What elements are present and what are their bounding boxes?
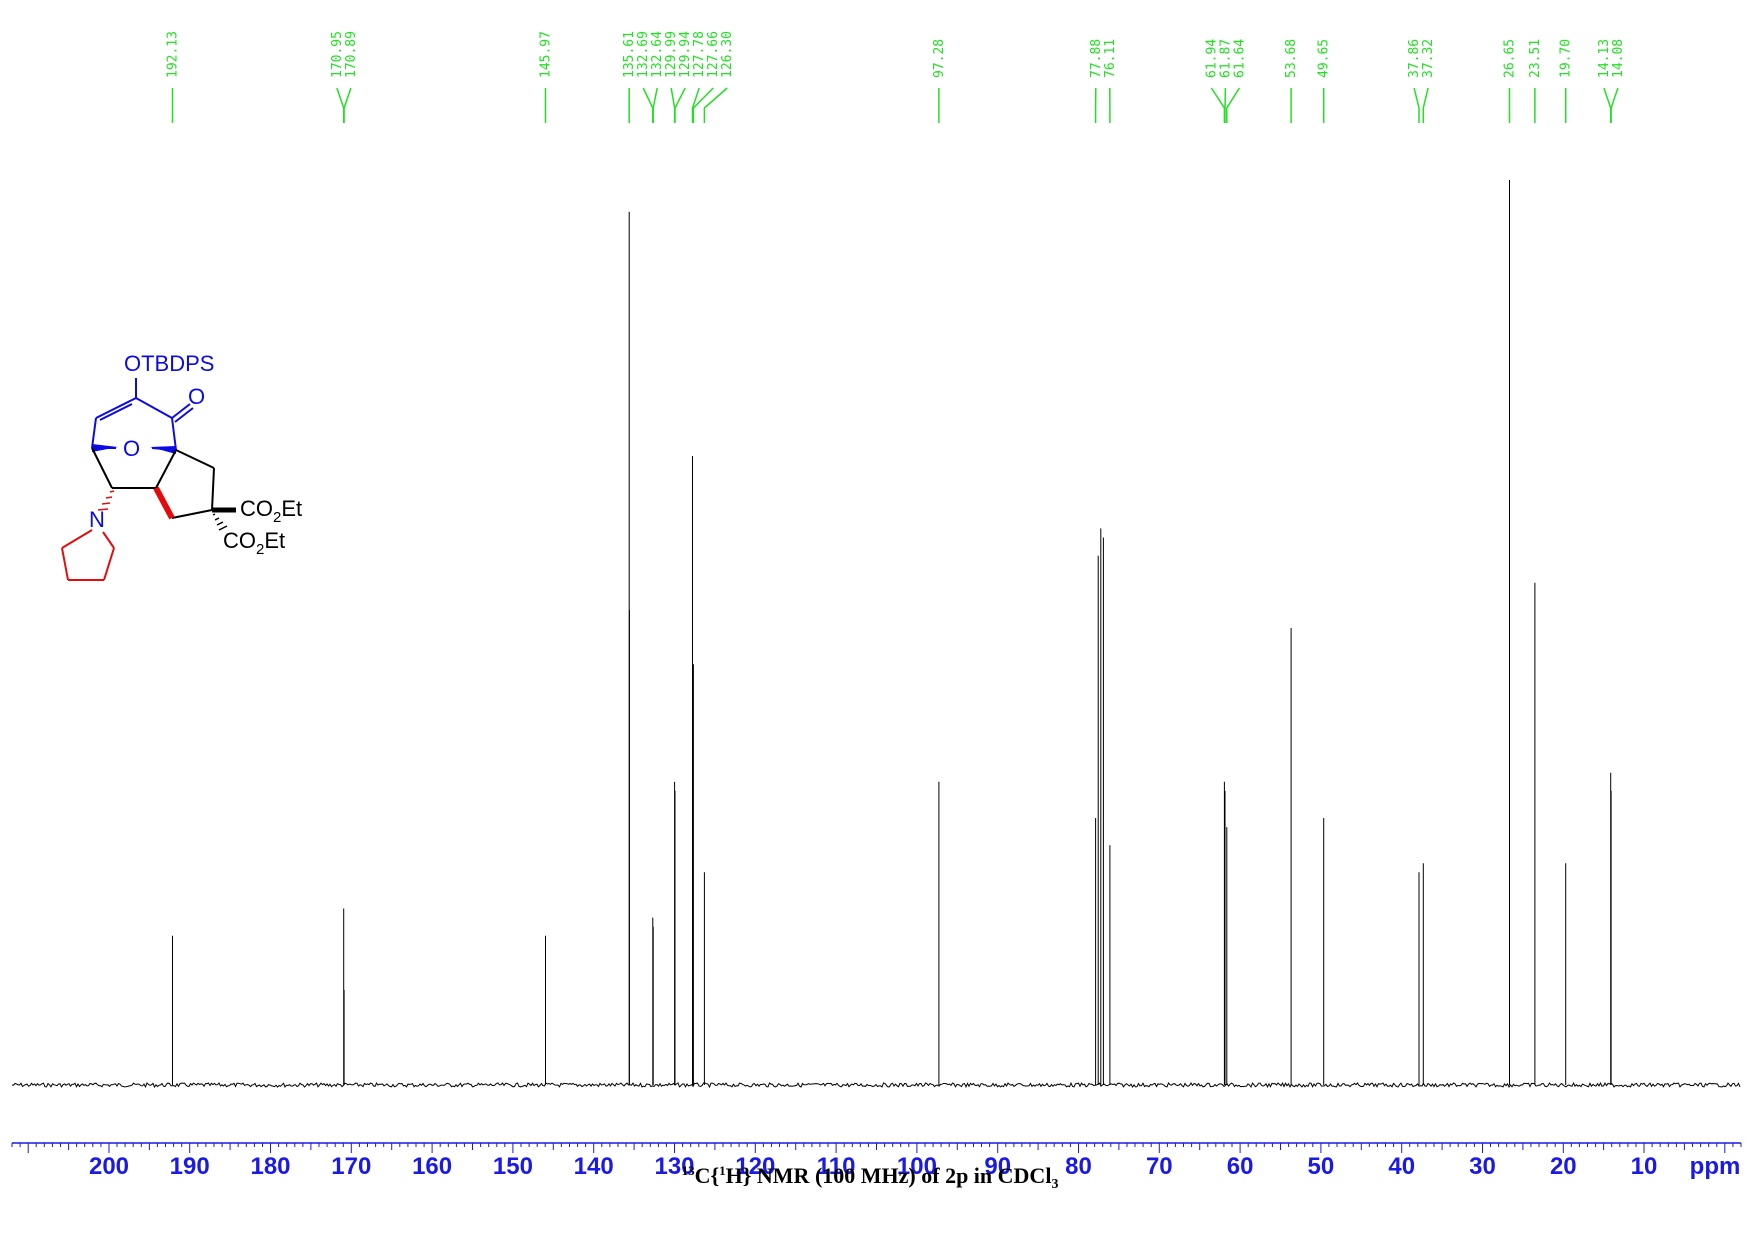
peak-label: 26.65 <box>1503 39 1518 78</box>
peak-label-leader <box>343 87 352 123</box>
ester-label-2: CO2Et <box>223 528 285 558</box>
tick-label: 200 <box>89 1153 129 1180</box>
ring-bonds <box>91 447 215 519</box>
ketone-oxygen-label: O <box>188 384 205 409</box>
tick-label: 70 <box>1146 1153 1173 1180</box>
nitrogen-label: N <box>89 507 105 532</box>
silyl-ether-label: OTBDPS <box>124 351 214 376</box>
peak-label: 61.94 <box>1204 39 1219 78</box>
peak-label: 127.66 <box>706 31 721 78</box>
wedge-bond-right <box>150 446 176 454</box>
tick-label: 140 <box>574 1153 614 1180</box>
chemical-structure: OTBDPS O O N CO2Et CO2Et <box>61 351 302 581</box>
peak-label: 14.13 <box>1597 39 1612 78</box>
peak-label: 61.64 <box>1232 39 1247 78</box>
tick-label: 100 <box>897 1153 937 1180</box>
scaffold-bonds <box>91 378 194 451</box>
peak-label-leader <box>703 87 728 123</box>
peak-label: 49.65 <box>1317 39 1332 78</box>
tick-label: 40 <box>1388 1153 1415 1180</box>
peak-label-leader <box>1413 87 1420 123</box>
peak-label: 192.13 <box>166 31 181 78</box>
peak-label: 97.28 <box>932 39 947 78</box>
peak-label: 127.78 <box>692 31 707 78</box>
ppm-axis: 200 190 180 170 160 150 140 130 120 110 100 90 80 70 6… <box>11 1142 1742 1180</box>
chart-title: 13C{1H} NMR (100 MHz) of 2p in CDCl3 <box>682 1163 1059 1192</box>
peak-label: 170.95 <box>330 31 345 78</box>
spectrum-baseline <box>11 1081 1741 1089</box>
tick-label: 110 <box>817 1153 856 1180</box>
peak-label: 77.88 <box>1089 39 1104 78</box>
red-bold-bond <box>153 486 175 520</box>
tick-label: 180 <box>250 1153 290 1180</box>
peak-label-leader <box>691 87 700 123</box>
tick-label: 160 <box>412 1153 452 1180</box>
tick-label: 120 <box>735 1153 775 1180</box>
tick-label: 90 <box>984 1153 1011 1180</box>
peak-label: 37.86 <box>1407 39 1422 78</box>
tick-label: 50 <box>1308 1153 1335 1180</box>
peak-label: 126.30 <box>720 31 735 78</box>
peak-label-leader <box>1603 87 1612 123</box>
tick-label: 60 <box>1227 1153 1254 1180</box>
tick-label: 130 <box>654 1153 694 1180</box>
tick-label: 20 <box>1550 1153 1577 1180</box>
peak-label-leader <box>1422 87 1429 123</box>
peak-label: 132.64 <box>650 31 665 78</box>
tick-label: 30 <box>1469 1153 1496 1180</box>
peak-label-leader <box>692 87 714 123</box>
pyrrolidine-ring <box>61 529 115 581</box>
tick-label: 170 <box>331 1153 371 1180</box>
peak-label-leader <box>670 87 676 123</box>
peak-label: 129.94 <box>678 31 693 78</box>
peak-label: 37.32 <box>1421 39 1436 78</box>
peak-label: 132.69 <box>636 31 651 78</box>
wedge-bond-left <box>92 444 118 452</box>
axis-unit-label: ppm <box>1690 1153 1741 1180</box>
peak-label: 19.70 <box>1559 39 1574 78</box>
peak-label-leader <box>1226 87 1241 123</box>
peak-group <box>172 180 1612 1085</box>
peak-label: 23.51 <box>1528 39 1543 78</box>
peak-label: 53.68 <box>1284 39 1299 78</box>
tick-label: 10 <box>1631 1153 1658 1180</box>
tick-label: 150 <box>493 1153 533 1180</box>
peak-label: 145.97 <box>539 31 554 78</box>
peak-label: 129.99 <box>664 31 679 78</box>
peak-label-leader <box>1210 87 1226 123</box>
peak-label: 135.61 <box>622 31 637 78</box>
peak-label-leader <box>1610 87 1619 123</box>
peak-label-leader <box>336 87 345 123</box>
peak-label-leader <box>674 87 686 123</box>
ester-hash-bond <box>212 513 228 531</box>
peak-label: 170.89 <box>344 31 359 78</box>
peak-label-leader <box>642 87 654 123</box>
ester-label-1: CO2Et <box>240 496 302 526</box>
tick-label: 80 <box>1065 1153 1092 1180</box>
peak-label: 76.11 <box>1103 39 1118 78</box>
amine-hash-bond <box>97 490 115 511</box>
peak-label: 14.08 <box>1611 39 1626 78</box>
tick-label: 190 <box>170 1153 210 1180</box>
peak-label: 61.87 <box>1218 39 1233 78</box>
bridge-oxygen-label: O <box>123 436 140 461</box>
peak-label-group: 192.13 170.95 170.89 145.97 135.61 132.69 132.… <box>166 31 1626 123</box>
peak-label-leader <box>652 87 658 123</box>
